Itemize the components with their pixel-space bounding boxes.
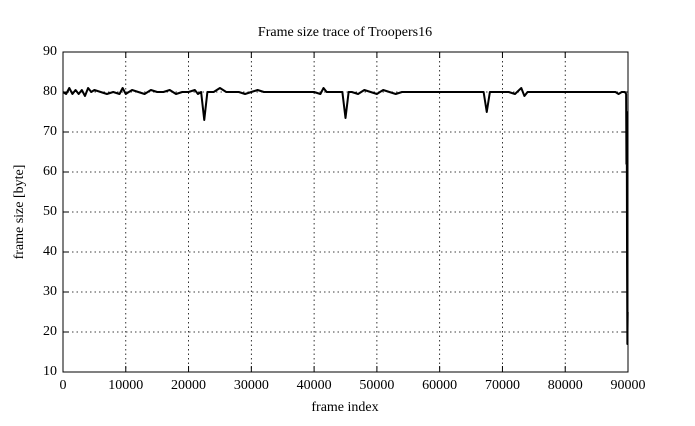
y-tick-label: 30 [43, 284, 57, 299]
x-tick-label: 10000 [108, 378, 143, 393]
y-tick-label: 10 [43, 364, 57, 379]
y-tick-label: 60 [43, 164, 57, 179]
x-tick-label: 50000 [359, 378, 394, 393]
x-tick-label: 40000 [297, 378, 332, 393]
x-tick-label: 80000 [548, 378, 583, 393]
y-tick-label: 70 [43, 124, 57, 139]
y-axis-label: frame size [byte] [12, 165, 27, 260]
x-tick-label: 0 [60, 378, 67, 393]
data-line [62, 87, 629, 345]
y-tick-label: 20 [43, 324, 57, 339]
y-tick-label: 50 [43, 204, 57, 219]
chart-title: Frame size trace of Troopers16 [258, 25, 432, 40]
y-tick-label: 90 [43, 44, 57, 59]
plot-frame [62, 51, 629, 373]
y-tick-label: 40 [43, 244, 57, 259]
x-tick-label: 90000 [611, 378, 646, 393]
x-tick-label: 30000 [234, 378, 269, 393]
x-tick-label: 20000 [171, 378, 206, 393]
y-tick-label: 80 [43, 84, 57, 99]
x-tick-label: 70000 [485, 378, 520, 393]
x-axis-label: frame index [311, 400, 378, 415]
x-tick-label: 60000 [422, 378, 457, 393]
